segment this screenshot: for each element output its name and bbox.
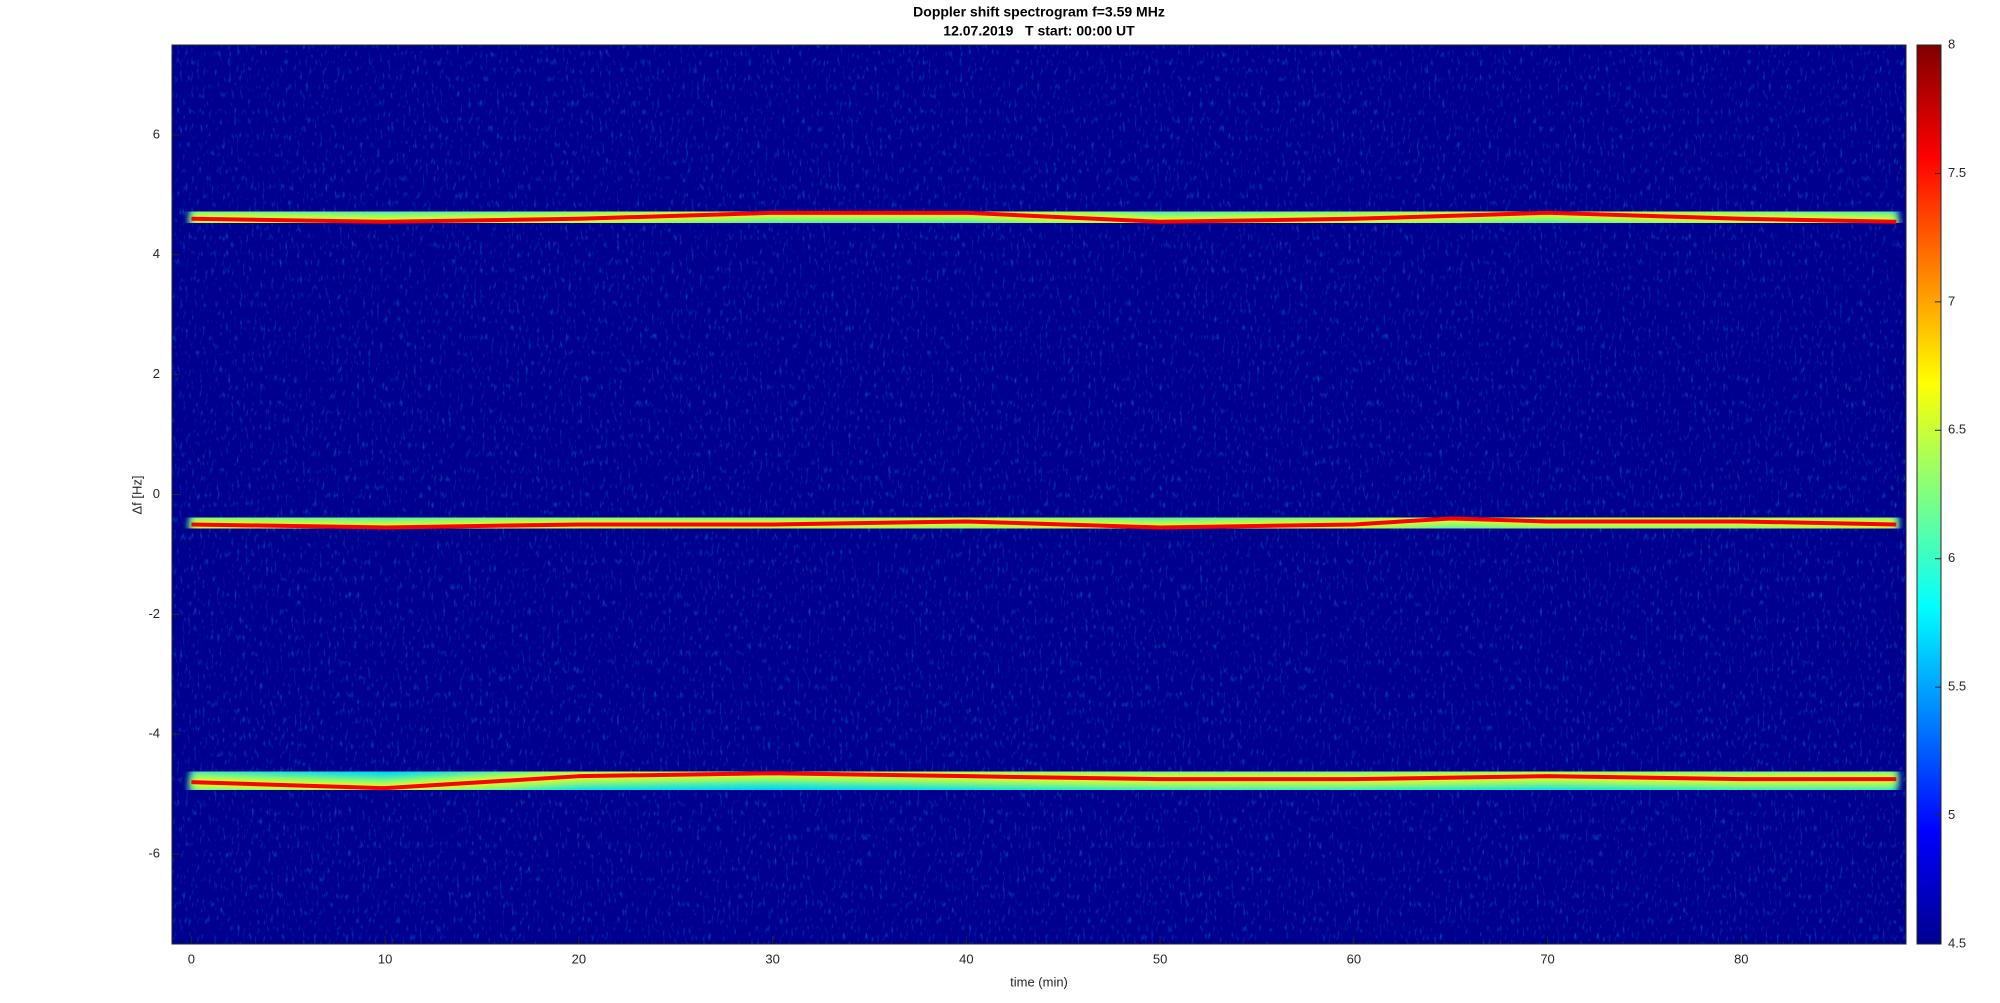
x-axis-label: time (min) [1010, 974, 1068, 989]
colorbar-tick-label: 4.5 [1948, 935, 1966, 950]
colorbar-tick-label: 6.5 [1948, 422, 1966, 437]
band-trace [191, 516, 1897, 530]
y-tick-label: 6 [153, 126, 160, 141]
band-trace [191, 210, 1897, 224]
y-tick-label: 2 [153, 366, 160, 381]
x-tick-label: 60 [1347, 951, 1361, 966]
y-tick-label: 4 [153, 246, 160, 261]
x-tick-label: 70 [1540, 951, 1554, 966]
chart-subtitle: 12.07.2019 T start: 00:00 UT [943, 23, 1135, 39]
y-tick-label: -6 [148, 846, 160, 861]
colorbar-tick-label: 7 [1948, 293, 1955, 308]
y-axis-label: Δf [Hz] [129, 475, 144, 514]
colorbar-tick-label: 5 [1948, 807, 1955, 822]
x-tick-label: 20 [572, 951, 586, 966]
x-tick-label: 30 [765, 951, 779, 966]
x-tick-label: 40 [959, 951, 973, 966]
colorbar-tick-label: 8 [1948, 36, 1955, 51]
chart-title: Doppler shift spectrogram f=3.59 MHz [913, 4, 1165, 20]
y-tick-label: -4 [148, 726, 160, 741]
y-tick-label: 0 [153, 486, 160, 501]
x-tick-label: 50 [1153, 951, 1167, 966]
colorbar-tick-label: 6 [1948, 550, 1955, 565]
y-tick-label: -2 [148, 606, 160, 621]
x-tick-label: 80 [1734, 951, 1748, 966]
band-trace [191, 771, 1897, 791]
colorbar-tick-label: 7.5 [1948, 165, 1966, 180]
x-tick-label: 10 [378, 951, 392, 966]
bands [190, 177, 1897, 824]
colorbar [1916, 44, 1942, 945]
colorbar-tick-label: 5.5 [1948, 679, 1966, 694]
x-tick-label: 0 [188, 951, 195, 966]
